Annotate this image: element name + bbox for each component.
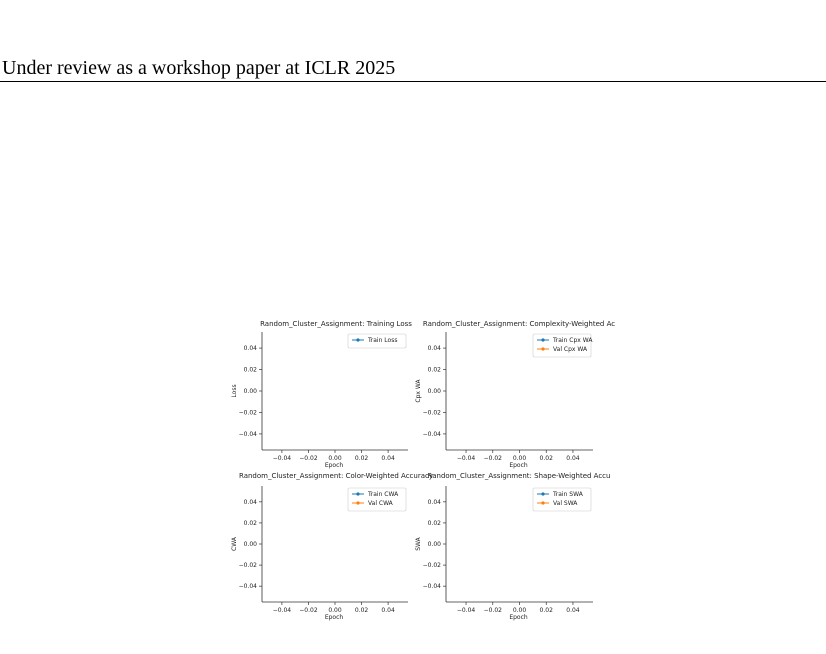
x-tick-label: 0.00 [328,455,342,462]
legend-marker [541,501,545,505]
legend-marker [541,338,545,342]
chart-panel-3: Random_Cluster_Assignment: Color-Weighte… [231,472,433,621]
x-tick-label: 0.00 [513,607,527,614]
x-tick-label: −0.02 [484,455,503,462]
y-tick-label: 0.00 [428,541,442,548]
x-tick-label: −0.02 [299,607,318,614]
x-axis-label: Epoch [509,462,528,469]
y-tick-label: −0.02 [423,409,442,416]
x-tick-label: 0.04 [566,455,580,462]
y-tick-label: 0.02 [428,367,442,374]
legend-label: Val CWA [368,500,394,507]
y-axis-label: Loss [231,384,238,397]
legend-marker [356,501,360,505]
x-tick-label: −0.04 [273,607,292,614]
y-tick-label: 0.04 [428,345,442,352]
y-tick-label: 0.02 [244,367,258,374]
x-tick-label: −0.04 [457,455,476,462]
x-tick-label: 0.04 [566,607,580,614]
x-tick-label: 0.02 [540,455,554,462]
chart-title: Random_Cluster_Assignment: Training Loss [260,320,412,328]
x-tick-label: −0.04 [273,455,292,462]
y-tick-label: −0.04 [423,583,442,590]
legend-label: Val Cpx WA [553,346,588,353]
legend-label: Val SWA [553,500,578,507]
chart-panel-4: Random_Cluster_Assignment: Shape-Weighte… [415,472,610,621]
y-tick-label: 0.04 [428,499,442,506]
x-tick-label: 0.04 [381,455,395,462]
y-tick-label: −0.04 [239,431,258,438]
chart-panel-1: Random_Cluster_Assignment: Training Loss… [231,320,412,469]
x-tick-label: −0.04 [457,607,476,614]
x-tick-label: −0.02 [484,607,503,614]
y-tick-label: 0.00 [244,541,258,548]
y-tick-label: −0.02 [239,562,258,569]
x-tick-label: 0.02 [355,455,369,462]
legend-label: Train Cpx WA [552,337,593,344]
y-axis-label: Cpx WA [415,379,422,403]
y-tick-label: 0.04 [244,499,258,506]
y-tick-label: −0.04 [239,583,258,590]
y-tick-label: −0.04 [423,431,442,438]
y-tick-label: 0.02 [244,520,258,527]
y-tick-label: −0.02 [239,409,258,416]
x-tick-label: −0.02 [299,455,318,462]
header-text: Under review as a workshop paper at ICLR… [2,57,396,79]
y-axis-label: SWA [415,536,422,550]
legend-marker [356,338,360,342]
x-axis-label: Epoch [325,462,344,469]
legend-label: Train SWA [552,491,584,498]
x-tick-label: 0.02 [540,607,554,614]
y-tick-label: 0.02 [428,520,442,527]
x-tick-label: 0.00 [328,607,342,614]
page-header: Under review as a workshop paper at ICLR… [0,55,826,82]
x-axis-label: Epoch [325,614,344,621]
x-tick-label: 0.04 [381,607,395,614]
y-tick-label: −0.02 [423,562,442,569]
x-axis-label: Epoch [509,614,528,621]
legend-marker [541,347,545,351]
y-axis-label: CWA [231,536,238,551]
legend-label: Train Loss [367,337,397,344]
legend-label: Train CWA [367,491,399,498]
chart-title: Random_Cluster_Assignment: Complexity-We… [423,320,615,328]
x-tick-label: 0.02 [355,607,369,614]
legend-box [347,333,407,349]
y-tick-label: 0.04 [244,345,258,352]
x-tick-label: 0.00 [513,455,527,462]
y-tick-label: 0.00 [428,388,442,395]
legend-marker [541,492,545,496]
chart-title: Random_Cluster_Assignment: Color-Weighte… [239,472,433,480]
chart-title: Random_Cluster_Assignment: Shape-Weighte… [428,472,611,480]
chart-panel-2: Random_Cluster_Assignment: Complexity-We… [415,320,615,469]
legend-marker [356,492,360,496]
y-tick-label: 0.00 [244,388,258,395]
